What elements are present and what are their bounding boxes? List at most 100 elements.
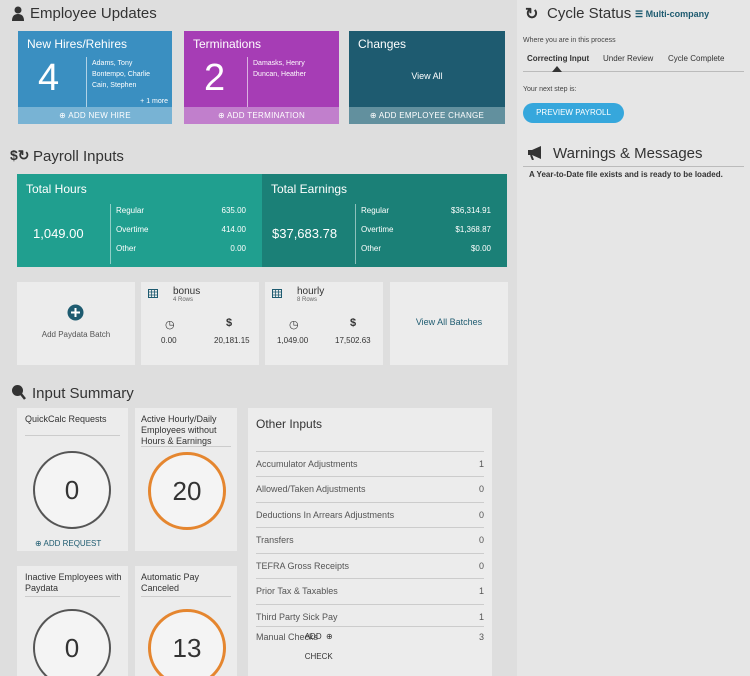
row-value: 1 — [478, 612, 484, 622]
section-title: Employee Updates — [30, 5, 157, 22]
steps: Correcting Input Under Review Cycle Comp… — [523, 50, 744, 72]
changes-tile: Changes View All ⊕ ADD EMPLOYEE CHANGE — [349, 31, 505, 124]
add-button[interactable]: ⊕ ADD TERMINATION — [184, 107, 339, 124]
summary-card: Automatic Pay Canceled 13 — [135, 566, 237, 676]
summary-card: Inactive Employees with Paydata 0 — [17, 566, 128, 676]
panel-title: Warnings & Messages — [553, 145, 703, 162]
row-value: 0.00 — [230, 244, 246, 253]
row-value: $1,368.87 — [455, 225, 491, 234]
name: Adams, Tony — [92, 60, 133, 67]
card-title: QuickCalc Requests — [25, 414, 107, 424]
button-label: ADD NEW HIRE — [68, 111, 131, 120]
view-all-batches[interactable]: View All Batches — [390, 282, 508, 365]
refresh-icon: ↻ — [525, 6, 539, 23]
row-label: Third Party Sick Pay — [256, 612, 338, 622]
batch-amount: 17,502.63 — [335, 336, 371, 345]
add-request[interactable]: ⊕ ADD REQUEST — [35, 539, 102, 548]
panel-title: Total Hours — [26, 182, 87, 196]
button-label: ADD TERMINATION — [227, 111, 306, 120]
count-ring: 13 — [148, 609, 226, 676]
row-value: 1 — [478, 586, 484, 596]
row-label: Allowed/Taken Adjustments — [256, 484, 366, 494]
section-title: Payroll Inputs — [33, 148, 124, 165]
megaphone-icon — [528, 146, 541, 160]
input-row: Deductions In Arrears Adjustments 0 — [256, 502, 484, 527]
section-title: Input Summary — [32, 385, 134, 402]
card-label: Add Paydata Batch — [41, 330, 111, 339]
row-label: Regular — [116, 206, 145, 215]
row-label: Overtime — [116, 225, 149, 234]
row-value: $0.00 — [470, 244, 491, 253]
terminations-tile: Terminations 2 Damasks, Henry Duncan, He… — [184, 31, 339, 124]
count-ring: 0 — [33, 451, 111, 529]
view-all-link[interactable]: View All — [411, 71, 443, 81]
row-value: 3 — [478, 632, 484, 642]
add-button[interactable]: ⊕ ADD NEW HIRE — [18, 107, 172, 124]
button-label: ADD CHECK — [304, 632, 333, 661]
panel-title: Total Earnings — [271, 182, 348, 196]
batch-card[interactable]: bonus 4 Rows ◷ $ 0.00 20,181.15 — [141, 282, 259, 365]
row-label: Prior Tax & Taxables — [256, 586, 338, 596]
batch-card[interactable]: hourly 8 Rows ◷ $ 1,049.00 17,502.63 — [265, 282, 383, 365]
row-label: Transfers — [256, 535, 294, 545]
row-label: Overtime — [361, 225, 394, 234]
batch-amount: 20,181.15 — [214, 336, 250, 345]
process-label: Where you are in this process — [523, 37, 616, 44]
add-check[interactable]: ⊕ ADD CHECK — [305, 627, 333, 661]
company[interactable]: ☰ Multi-company — [635, 9, 710, 19]
row-label: Other — [116, 244, 137, 253]
batch-name: bonus — [173, 286, 201, 297]
names: Damasks, Henry Duncan, Heather — [253, 58, 306, 80]
dollar-icon: $↻ — [10, 147, 30, 163]
tile-title: New Hires/Rehires — [27, 37, 128, 51]
summary-card: QuickCalc Requests 0 ⊕ ADD REQUEST — [17, 408, 128, 551]
input-row: Prior Tax & Taxables 1 — [256, 578, 484, 603]
button-label: ADD EMPLOYEE CHANGE — [378, 111, 485, 120]
preview-button[interactable]: PREVIEW PAYROLL — [523, 103, 624, 123]
row-value: 1 — [478, 459, 484, 469]
row-label: Deductions In Arrears Adjustments — [256, 510, 395, 520]
search-icon — [12, 385, 26, 400]
tile-title: Changes — [358, 37, 407, 51]
input-row: Accumulator Adjustments 1 — [256, 451, 484, 476]
row-label: Accumulator Adjustments — [256, 459, 358, 469]
total: $37,683.78 — [272, 226, 338, 241]
name: Cain, Stephen — [92, 82, 137, 89]
input-row: Third Party Sick Pay 1 — [256, 604, 484, 629]
other-inputs: Other Inputs Accumulator Adjustments 1 Al… — [248, 408, 492, 676]
card-title: Active Hourly/Daily Employees without Ho… — [141, 414, 217, 446]
person-icon — [12, 6, 24, 21]
step: Cycle Complete — [668, 54, 725, 63]
input-row: TEFRA Gross Receipts 0 — [256, 553, 484, 578]
input-row: Manual Checks ⊕ ADD CHECK 3 — [256, 626, 484, 661]
count: 2 — [204, 57, 226, 99]
total-hours-panel: Total Hours 1,049.00 Regular 635.00 Over… — [17, 174, 262, 267]
name: Bontempo, Charlie — [92, 71, 150, 78]
more-link[interactable]: + 1 more — [140, 98, 168, 105]
side-panel: ↻ Cycle Status ☰ Multi-company Where you… — [517, 0, 750, 676]
names: Adams, Tony Bontempo, Charlie Cain, Step… — [92, 58, 150, 91]
name: Damasks, Henry — [253, 60, 305, 67]
add-batch-card[interactable]: Add Paydata Batch — [17, 282, 135, 365]
step: Under Review — [603, 54, 654, 63]
batch-name: hourly — [297, 286, 325, 297]
card-title: Inactive Employees with Paydata — [25, 572, 122, 593]
count: 4 — [38, 57, 60, 99]
input-row: Allowed/Taken Adjustments 0 — [256, 476, 484, 501]
row-label: TEFRA Gross Receipts — [256, 561, 350, 571]
plus-icon — [67, 304, 84, 321]
message: A Year-to-Date file exists and is ready … — [529, 170, 723, 179]
row-label: Regular — [361, 206, 390, 215]
name: Duncan, Heather — [253, 71, 306, 78]
add-button[interactable]: ⊕ ADD EMPLOYEE CHANGE — [349, 107, 505, 124]
row-value: $36,314.91 — [450, 206, 491, 215]
summary-card: Active Hourly/Daily Employees without Ho… — [135, 408, 237, 551]
card-title: Other Inputs — [256, 417, 323, 431]
card-title: Automatic Pay Canceled — [141, 572, 200, 593]
row-value: 0 — [478, 510, 484, 520]
step-current: Correcting Input — [527, 54, 590, 63]
batch-rows: 4 Rows — [173, 297, 194, 303]
panel-title: Cycle Status — [547, 5, 632, 22]
total: 1,049.00 — [33, 226, 84, 241]
